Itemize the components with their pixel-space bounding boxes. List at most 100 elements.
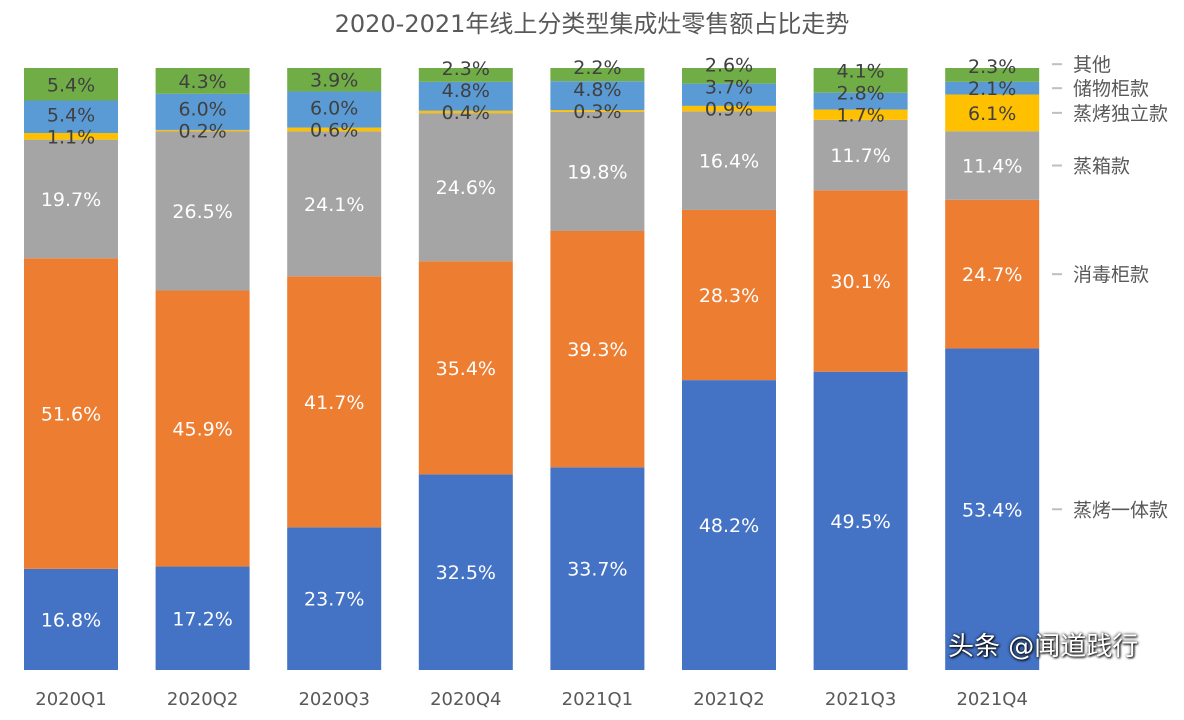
data-label: 11.7%: [830, 145, 890, 167]
legend-label: 消毒柜款: [1073, 264, 1149, 286]
bar-segment: [287, 131, 382, 277]
data-label: 0.9%: [705, 99, 753, 121]
bar-segment: [155, 129, 250, 132]
legend-label: 蒸烤独立款: [1073, 103, 1168, 125]
data-label: 16.4%: [699, 151, 759, 173]
data-label: 35.4%: [436, 358, 496, 380]
data-label: 32.5%: [436, 562, 496, 584]
data-label: 0.2%: [178, 121, 226, 143]
bar-segment: [813, 371, 908, 670]
data-label: 6.1%: [968, 103, 1016, 125]
bar-segment: [682, 83, 776, 106]
bar-segment: [945, 94, 1040, 132]
data-label: 17.2%: [172, 608, 232, 630]
data-label: 0.4%: [442, 102, 490, 124]
data-label: 6.0%: [178, 99, 226, 121]
bar-segment: [287, 127, 382, 132]
bar-segment: [682, 209, 776, 381]
data-label: 24.6%: [436, 177, 496, 199]
data-label: 2.6%: [705, 55, 753, 77]
bar-segment: [155, 131, 250, 291]
data-label: 2.1%: [968, 78, 1016, 100]
watermark: 头条 @闻道践行: [948, 632, 1139, 662]
bar-segment: [945, 199, 1040, 349]
bar-segment: [287, 527, 382, 670]
data-label: 4.8%: [442, 80, 490, 102]
bar-segment: [24, 68, 118, 101]
data-label: 53.4%: [962, 499, 1022, 521]
data-label: 2.2%: [573, 57, 621, 79]
bar-segment: [550, 111, 645, 231]
bar-segment: [418, 68, 513, 82]
data-label: 33.7%: [567, 559, 627, 581]
data-label: 4.8%: [573, 79, 621, 101]
bar-segment: [418, 81, 513, 111]
data-label: 3.7%: [705, 77, 753, 99]
data-label: 5.4%: [47, 104, 95, 126]
data-label: 2.8%: [836, 83, 884, 105]
data-label: 51.6%: [41, 404, 101, 426]
x-tick-label: 2020Q2: [167, 689, 238, 710]
data-label: 48.2%: [699, 515, 759, 537]
data-label: 2.3%: [442, 58, 490, 80]
x-tick-label: 2021Q2: [693, 689, 764, 710]
bar-segment: [24, 568, 118, 670]
x-tick-label: 2021Q4: [956, 689, 1027, 710]
data-label: 2.3%: [968, 56, 1016, 78]
x-tick-label: 2020Q3: [298, 689, 369, 710]
bar-segment: [24, 258, 118, 569]
bar-segment: [155, 68, 250, 94]
data-label: 6.0%: [310, 97, 358, 119]
bar-segment: [418, 261, 513, 475]
bar-segment: [24, 133, 118, 140]
data-label: 3.9%: [310, 70, 358, 92]
bar-segment: [418, 113, 513, 262]
data-label: 41.7%: [304, 392, 364, 414]
bar-segment: [945, 81, 1040, 95]
data-label: 0.3%: [573, 101, 621, 123]
bar-segment: [682, 68, 776, 84]
bar-segment: [155, 566, 250, 670]
data-label: 39.3%: [567, 339, 627, 361]
bar-segment: [155, 290, 250, 567]
bar-segment: [682, 380, 776, 670]
bar-segment: [945, 348, 1040, 670]
bar-segment: [155, 93, 250, 130]
data-label: 1.1%: [47, 126, 95, 148]
data-label: 1.7%: [836, 105, 884, 127]
x-tick-label: 2020Q4: [430, 689, 501, 710]
bar-segment: [418, 474, 513, 670]
data-label: 4.3%: [178, 71, 226, 93]
x-tick-label: 2021Q3: [825, 689, 896, 710]
data-label: 16.8%: [41, 609, 101, 631]
data-label: 4.1%: [836, 61, 884, 83]
bar-segment: [813, 119, 908, 191]
bar-segment: [682, 111, 776, 210]
bar-segment: [550, 110, 645, 112]
data-label: 26.5%: [172, 201, 232, 223]
data-label: 24.1%: [304, 194, 364, 216]
data-label: 49.5%: [830, 511, 890, 533]
bar-segment: [287, 276, 382, 528]
data-label: 30.1%: [830, 271, 890, 293]
bar-segment: [813, 109, 908, 120]
bar-segment: [24, 100, 118, 134]
data-label: 45.9%: [172, 419, 232, 441]
bar-segment: [287, 68, 382, 92]
data-label: 19.7%: [41, 189, 101, 211]
bar-segment: [813, 190, 908, 372]
x-tick-label: 2021Q1: [562, 689, 633, 710]
data-label: 19.8%: [567, 161, 627, 183]
data-label: 23.7%: [304, 589, 364, 611]
data-label: 24.7%: [962, 264, 1022, 286]
legend-label: 储物柜款: [1073, 78, 1149, 100]
bar-segment: [24, 139, 118, 259]
legend-label: 其他: [1073, 54, 1111, 76]
bar-segment: [550, 467, 645, 670]
bar-segment: [418, 110, 513, 114]
legend-label: 蒸烤一体款: [1073, 499, 1168, 521]
data-label: 5.4%: [47, 74, 95, 96]
bar-segment: [945, 131, 1040, 200]
